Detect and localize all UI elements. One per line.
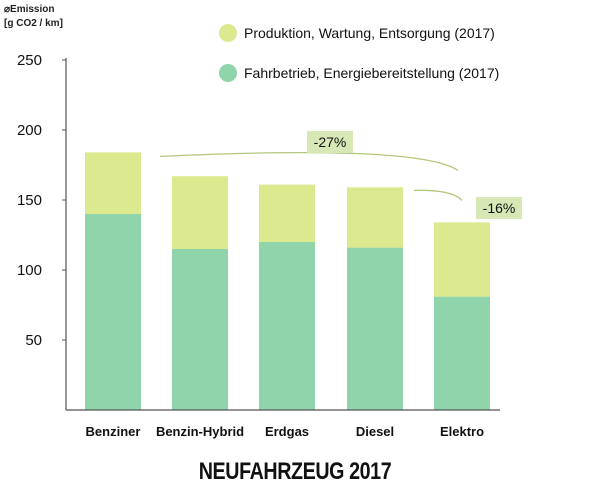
y-tick-label: 50 [25,332,42,349]
bars [85,152,490,410]
x-axis-categories: Benziner Benzin-Hybrid Erdgas Diesel Elektro [86,424,485,439]
y-axis-label-line: ⌀Emission [4,4,54,15]
x-category-label: Benzin-Hybrid [156,424,244,439]
y-axis-ticks: 50 100 150 200 250 [17,52,66,349]
bar-segment-diesel-s1 [347,187,403,248]
annotation-label: -27% [314,134,347,150]
annotation-box-16 [476,197,522,219]
legend-swatch [219,24,237,42]
x-category-label: Diesel [356,424,394,439]
y-tick-label: 250 [17,52,42,69]
axes [65,58,500,411]
bar-segment-erdgas-s0 [259,242,315,410]
legend-entry-label: Produktion, Wartung, Entsorgung (2017) [244,25,495,41]
x-category-label: Benziner [86,424,141,439]
x-category-label: Erdgas [265,424,309,439]
bar-segment-benzin-hybrid-s1 [172,176,228,249]
legend: Produktion, Wartung, Entsorgung (2017) Fa… [219,24,499,82]
bar-segment-elektro-s1 [434,222,490,297]
legend-entry-label: Fahrbetrieb, Energiebereitstellung (2017… [244,65,499,81]
annotation-box-27 [307,131,353,153]
chart-footer-title: NEUFAHRZEUG 2017 [198,458,392,485]
y-tick-label: 150 [17,192,42,209]
annotation-label: -16% [483,200,516,216]
y-axis-label: ⌀Emission [g CO2 / km] [4,4,63,29]
y-tick-label: 100 [17,262,42,279]
y-tick-label: 200 [17,122,42,139]
annotation-arc-16 [413,189,463,201]
y-axis-label-line: [g CO2 / km] [4,18,63,29]
x-category-label: Elektro [440,424,484,439]
legend-swatch [219,64,237,82]
bar-segment-benziner-s1 [85,152,141,214]
annotations: -27% -16% [159,131,522,219]
bar-segment-erdgas-s1 [259,184,315,242]
bar-segment-benziner-s0 [85,214,141,410]
annotation-arc-27 [159,151,459,171]
bar-segment-benzin-hybrid-s0 [172,249,228,410]
bar-segment-diesel-s0 [347,247,403,410]
bar-segment-elektro-s0 [434,296,490,410]
